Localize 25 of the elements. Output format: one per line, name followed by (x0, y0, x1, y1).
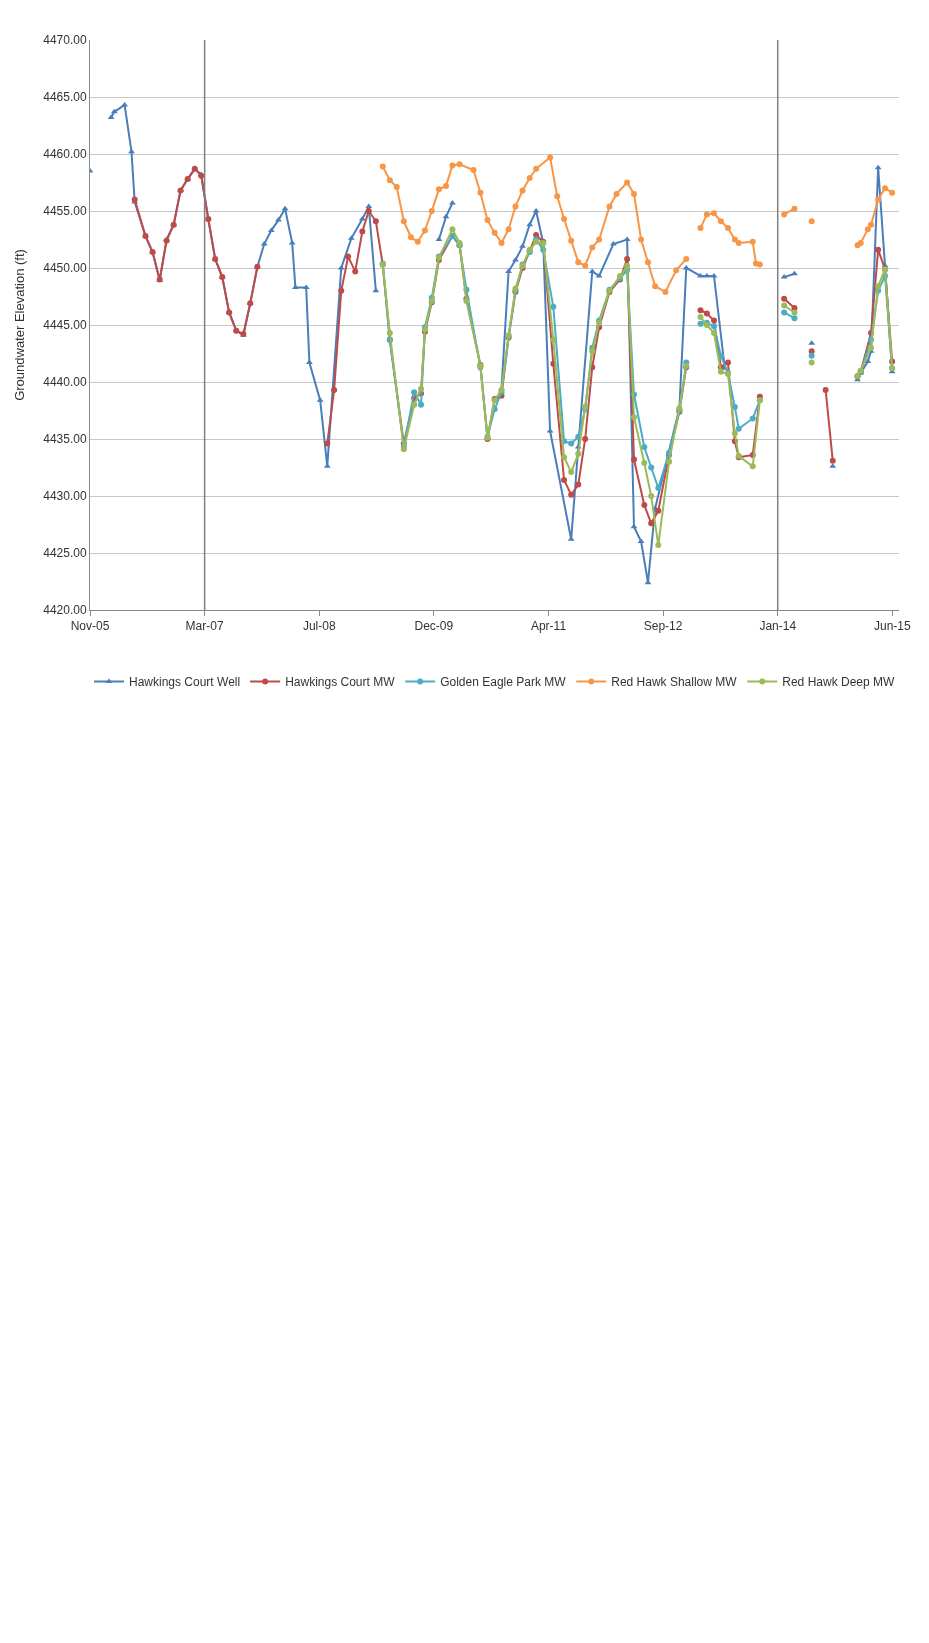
y-axis-title: Groundwater Elevation (ft) (12, 249, 28, 401)
legend-label: Golden Eagle Park MW (440, 675, 567, 690)
y-tick-label: 4420.00 (43, 603, 87, 618)
x-tick-label: Apr-11 (530, 619, 567, 634)
y-tick-label: 4455.00 (43, 204, 87, 219)
legend-label: Hawkings Court Well (129, 675, 241, 690)
x-tick-label: Sep-12 (643, 619, 683, 634)
legend-label: Red Hawk Deep MW (782, 675, 895, 690)
legend-label: Hawkings Court MW (285, 675, 396, 690)
y-tick-label: 4445.00 (43, 318, 87, 333)
y-tick-label: 4440.00 (43, 375, 87, 390)
x-tick-label: Dec-09 (414, 619, 454, 634)
x-tick-label: Jan-14 (759, 619, 797, 634)
y-tick-label: 4465.00 (43, 90, 87, 105)
y-tick-label: 4460.00 (43, 147, 87, 162)
y-tick-label: 4430.00 (43, 489, 87, 504)
y-tick-label: 4425.00 (43, 546, 87, 561)
x-tick-label: Mar-07 (185, 619, 224, 634)
x-tick-label: Nov-05 (70, 619, 110, 634)
y-tick-label: 4450.00 (43, 261, 87, 276)
legend-label: Red Hawk Shallow MW (611, 675, 738, 690)
y-tick-label: 4435.00 (43, 432, 87, 447)
x-tick-label: Jun-15 (874, 619, 912, 634)
y-tick-label: 4470.00 (43, 33, 87, 48)
x-tick-label: Jul-08 (302, 619, 336, 634)
